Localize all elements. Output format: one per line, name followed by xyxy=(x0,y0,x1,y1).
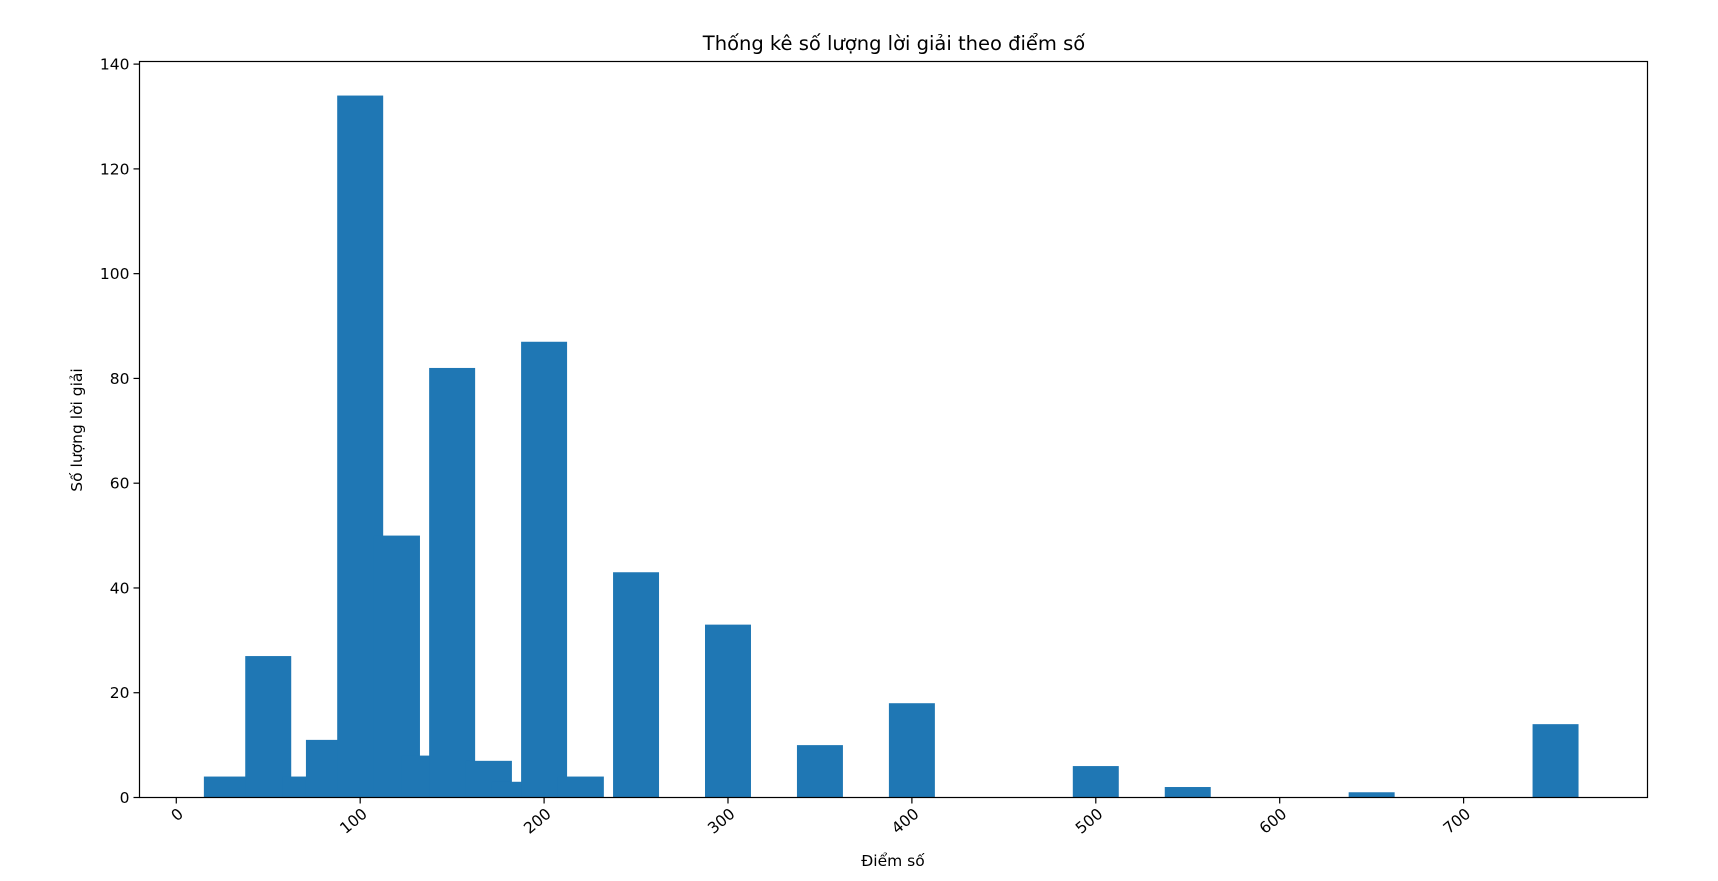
y-tick-label-5: 100 xyxy=(100,265,130,283)
bar-10 xyxy=(521,341,568,798)
bar-12 xyxy=(613,572,660,798)
bar-1 xyxy=(245,656,292,798)
bar-0 xyxy=(203,776,250,798)
bar-5 xyxy=(373,535,420,798)
y-tick-label-1: 20 xyxy=(110,684,130,702)
bar-19 xyxy=(1532,724,1579,798)
plot-area-frame xyxy=(138,60,1649,799)
bars-group xyxy=(203,95,1579,798)
bar-17 xyxy=(1164,787,1211,798)
y-tick-label-4: 80 xyxy=(110,370,130,388)
bar-11 xyxy=(557,776,604,798)
y-tick-label-7: 140 xyxy=(100,56,130,74)
y-tick-label-0: 0 xyxy=(120,789,130,807)
bar-14 xyxy=(796,745,843,798)
bar-15 xyxy=(888,703,935,798)
y-axis-label: Số lượng lời giải xyxy=(68,368,86,491)
y-tick-label-6: 120 xyxy=(100,160,130,178)
x-axis-label: Điểm số xyxy=(861,852,925,870)
y-axis-ticks: 0 20 40 60 80 100 120 140 xyxy=(100,56,140,807)
bar-13 xyxy=(705,624,751,798)
chart-title: Thống kê số lượng lời giải theo điểm số xyxy=(702,32,1085,55)
bar-18 xyxy=(1348,792,1395,798)
bar-16 xyxy=(1072,766,1119,798)
y-tick-label-2: 40 xyxy=(110,579,130,597)
bar-7 xyxy=(429,367,476,798)
y-tick-label-3: 60 xyxy=(110,475,130,493)
